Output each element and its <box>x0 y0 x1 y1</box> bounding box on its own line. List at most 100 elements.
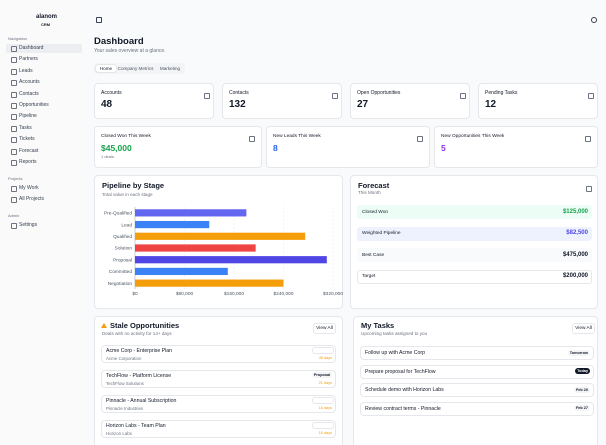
nav-item[interactable]: Tasks <box>19 124 32 131</box>
forecast-value: $82,500 <box>566 230 588 236</box>
forecast-row <box>357 205 592 219</box>
stat-icon <box>588 93 594 99</box>
tab[interactable]: Company Metrics <box>117 66 154 71</box>
nav-icon <box>11 160 17 166</box>
page-subtitle: Your sales overview at a glance. <box>94 48 166 54</box>
stage-badge <box>312 397 334 404</box>
stale-name: Horizon Labs - Team Plan <box>106 423 166 429</box>
forecast-row <box>357 226 592 241</box>
task-item[interactable] <box>360 401 594 416</box>
nav-icon <box>11 46 17 52</box>
forecast-value: $475,000 <box>562 251 588 258</box>
forecast-label: Best Case <box>362 252 385 258</box>
forecast-subtitle: This Month <box>358 190 381 195</box>
stat-icon <box>332 93 338 99</box>
weekly-card <box>434 126 598 168</box>
nav-item[interactable]: Contacts <box>19 90 39 97</box>
nav-item[interactable]: Settings <box>19 222 38 229</box>
stale-company: Pinnacle Industries <box>106 405 144 411</box>
due-badge: Today <box>575 368 590 374</box>
stale-company: TechFlow Solutions <box>106 380 144 386</box>
weekly-label: New Opportunities This Week <box>441 134 505 139</box>
stale-subtitle: Deals with no activity for 14+ days <box>102 331 172 336</box>
stat-value: 132 <box>229 99 246 110</box>
tab[interactable]: Marketing <box>159 66 181 71</box>
task-item[interactable] <box>360 346 594 360</box>
view-all-button[interactable]: View All <box>313 323 336 334</box>
nav-icon <box>11 114 17 121</box>
nav-section-title: Admin <box>8 213 20 219</box>
sidebar-toggle[interactable] <box>96 17 102 23</box>
forecast-row <box>357 248 592 262</box>
page-title: Dashboard <box>94 36 144 47</box>
theme-toggle[interactable] <box>591 17 597 23</box>
weekly-label: New Leads This Week <box>273 134 321 139</box>
nav-item[interactable]: Tickets <box>19 136 35 143</box>
forecast-row <box>357 269 592 284</box>
nav-item[interactable]: Accounts <box>19 79 40 86</box>
nav-item[interactable]: Partners <box>19 56 38 63</box>
stat-card <box>350 83 470 119</box>
weekly-icon <box>585 136 591 142</box>
forecast-value: $125,000 <box>562 208 588 215</box>
nav-icon <box>11 223 17 230</box>
stat-label: Pending Tasks <box>485 90 518 96</box>
nav-item[interactable]: Opportunities <box>19 102 49 108</box>
brand-sub: CRM <box>41 22 51 27</box>
weekly-note: 1 deals <box>101 154 114 159</box>
stat-card <box>478 83 598 119</box>
stat-label: Contacts <box>229 90 249 96</box>
weekly-icon <box>249 136 255 142</box>
nav-item[interactable]: Dashboard <box>19 45 44 51</box>
stale-icon <box>101 323 107 328</box>
weekly-value: 8 <box>273 143 278 153</box>
stale-item[interactable] <box>101 395 336 413</box>
stale-age: 21 days <box>318 381 332 385</box>
stat-card <box>94 83 214 119</box>
tabs <box>94 63 185 74</box>
due-badge: Feb 27 <box>573 405 590 411</box>
stale-item[interactable] <box>101 420 336 438</box>
stat-icon <box>460 93 466 99</box>
stat-label: Open Opportunities <box>357 90 401 96</box>
task-item[interactable] <box>360 364 594 379</box>
nav-icon <box>11 197 17 204</box>
task-title: Schedule demo with Horizon Labs <box>365 387 444 393</box>
nav-item[interactable]: Pipeline <box>19 113 37 120</box>
nav-icon <box>11 80 17 87</box>
stale-title: Stale Opportunities <box>110 321 180 330</box>
weekly-value: 5 <box>441 143 446 153</box>
nav-item[interactable]: All Projects <box>19 196 45 203</box>
forecast-label: Closed Won <box>362 209 389 215</box>
nav-icon <box>11 91 17 98</box>
tab[interactable]: Home <box>96 65 116 72</box>
stale-item[interactable] <box>101 345 336 363</box>
weekly-card <box>94 126 262 168</box>
nav-item[interactable]: Leads <box>19 67 33 74</box>
nav-item[interactable]: My Work <box>19 184 39 191</box>
view-all-button[interactable]: View All <box>572 323 595 334</box>
task-title: Prepare proposal for TechFlow <box>365 368 436 375</box>
weekly-icon <box>417 136 423 142</box>
due-badge: Feb 20 <box>573 386 590 393</box>
task-item[interactable] <box>360 383 594 397</box>
weekly-value: $45,000 <box>101 143 132 153</box>
due-badge: Tomorrow <box>567 349 590 356</box>
nav-item[interactable]: Forecast <box>19 147 39 154</box>
weekly-label: Closed Won This Week <box>101 134 151 139</box>
nav-icon <box>11 57 17 64</box>
stat-value: 12 <box>485 99 497 110</box>
nav-item[interactable]: Reports <box>19 159 37 165</box>
nav-icon <box>11 148 17 155</box>
stale-age: 45 days <box>318 356 332 360</box>
nav-icon <box>11 103 17 109</box>
stale-name: Acme Corp - Enterprise Plan <box>106 348 173 354</box>
stale-item[interactable] <box>101 370 336 388</box>
forecast-title: Forecast <box>358 181 390 190</box>
stale-name: TechFlow - Platform License <box>106 373 172 379</box>
weekly-card <box>266 126 430 168</box>
nav-icon <box>11 68 17 75</box>
task-title: Review contract terms - Pinnacle <box>365 405 441 412</box>
forecast-label: Target <box>362 274 376 279</box>
